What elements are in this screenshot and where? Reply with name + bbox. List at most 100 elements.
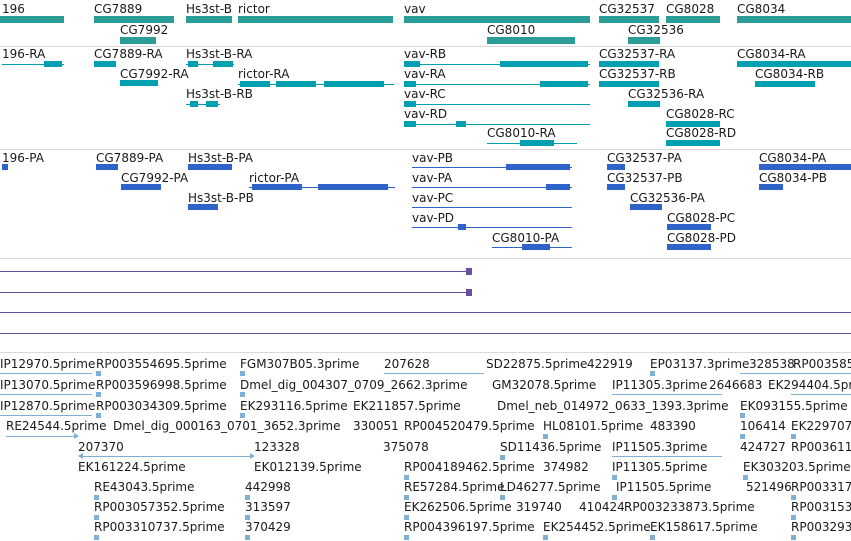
- protein-feature[interactable]: [412, 167, 572, 168]
- transcript-feature[interactable]: [120, 80, 158, 86]
- transcript-feature[interactable]: [666, 140, 720, 146]
- track-line[interactable]: [0, 312, 851, 313]
- transcript-feature[interactable]: [599, 61, 659, 67]
- protein-feature[interactable]: [96, 164, 118, 170]
- gene-feature[interactable]: [186, 16, 232, 23]
- est-feature[interactable]: [245, 515, 250, 520]
- est-feature[interactable]: [612, 456, 722, 457]
- est-feature[interactable]: [543, 434, 548, 439]
- protein-feature[interactable]: [121, 184, 161, 190]
- est-feature[interactable]: [740, 413, 745, 418]
- protein-label: Hs3st-B-PA: [188, 151, 254, 165]
- gene-feature[interactable]: [628, 37, 660, 44]
- protein-feature[interactable]: [412, 227, 572, 228]
- transcript-feature[interactable]: [628, 101, 660, 107]
- protein-feature[interactable]: [188, 204, 218, 210]
- gene-feature[interactable]: [666, 16, 720, 23]
- est-feature[interactable]: [650, 535, 655, 540]
- transcript-feature[interactable]: [404, 124, 590, 125]
- est-feature[interactable]: [650, 371, 655, 376]
- est-feature[interactable]: [0, 415, 92, 416]
- gene-feature[interactable]: [120, 37, 156, 44]
- gene-feature[interactable]: [599, 16, 659, 23]
- est-feature[interactable]: [240, 392, 245, 397]
- exon: [213, 61, 233, 67]
- est-feature[interactable]: [791, 535, 796, 540]
- est-feature[interactable]: [612, 495, 617, 500]
- protein-feature[interactable]: [412, 187, 572, 188]
- est-feature[interactable]: [96, 392, 101, 397]
- track-line[interactable]: [0, 271, 470, 272]
- protein-feature[interactable]: [607, 164, 625, 170]
- transcript-feature[interactable]: [666, 121, 720, 127]
- transcript-feature[interactable]: [404, 64, 590, 65]
- est-feature[interactable]: [791, 434, 796, 439]
- est-feature[interactable]: [612, 475, 617, 480]
- transcript-feature[interactable]: [755, 81, 815, 87]
- protein-feature[interactable]: [759, 184, 783, 190]
- transcript-label: CG32537-RB: [599, 67, 676, 81]
- gene-feature[interactable]: [0, 16, 64, 23]
- est-feature[interactable]: [6, 436, 76, 437]
- transcript-feature[interactable]: [186, 104, 220, 105]
- transcript-feature[interactable]: [186, 64, 234, 65]
- transcript-feature[interactable]: [238, 84, 394, 85]
- exon: [458, 224, 466, 230]
- est-feature[interactable]: [96, 413, 101, 418]
- protein-feature[interactable]: [607, 184, 625, 190]
- est-label: 123328: [254, 440, 300, 454]
- est-feature[interactable]: [791, 394, 851, 395]
- est-feature[interactable]: [384, 373, 484, 374]
- protein-feature[interactable]: [759, 164, 851, 170]
- transcript-feature[interactable]: [94, 61, 116, 67]
- est-feature[interactable]: [96, 371, 101, 376]
- protein-feature[interactable]: [630, 204, 662, 210]
- transcript-feature[interactable]: [737, 61, 851, 67]
- est-feature[interactable]: [0, 373, 92, 374]
- est-feature[interactable]: [791, 495, 796, 500]
- transcript-feature[interactable]: [599, 81, 659, 87]
- est-feature[interactable]: [404, 495, 409, 500]
- protein-feature[interactable]: [412, 207, 572, 208]
- gene-feature[interactable]: [404, 16, 590, 23]
- gene-feature[interactable]: [737, 16, 851, 23]
- transcript-label: Hs3st-B-RA: [186, 47, 253, 61]
- gene-feature[interactable]: [94, 16, 174, 23]
- protein-feature[interactable]: [2, 164, 8, 170]
- est-label: Dmel_dig_000163_0701_3652.3prime: [113, 419, 341, 433]
- est-feature[interactable]: [740, 373, 851, 374]
- est-feature[interactable]: [0, 394, 92, 395]
- est-feature[interactable]: [500, 495, 505, 500]
- track-line[interactable]: [0, 292, 470, 293]
- est-feature[interactable]: [245, 535, 250, 540]
- protein-feature[interactable]: [667, 224, 711, 230]
- gene-feature[interactable]: [238, 16, 393, 23]
- est-feature[interactable]: [791, 515, 796, 520]
- track-line[interactable]: [0, 333, 851, 334]
- transcript-feature[interactable]: [404, 104, 590, 105]
- track-separator: [0, 258, 851, 259]
- protein-feature[interactable]: [188, 164, 232, 170]
- protein-feature[interactable]: [667, 244, 711, 250]
- est-feature[interactable]: [404, 515, 409, 520]
- transcript-label: CG8028-RC: [666, 107, 735, 121]
- est-feature[interactable]: [94, 515, 99, 520]
- est-feature[interactable]: [612, 394, 722, 395]
- est-feature[interactable]: [245, 495, 250, 500]
- transcript-feature[interactable]: [404, 84, 590, 85]
- est-feature[interactable]: [404, 535, 409, 540]
- est-feature[interactable]: [94, 535, 99, 540]
- est-feature[interactable]: [500, 455, 505, 460]
- est-feature[interactable]: [240, 371, 245, 376]
- est-feature[interactable]: [80, 456, 252, 457]
- est-feature[interactable]: [240, 413, 245, 418]
- est-feature[interactable]: [740, 434, 745, 439]
- est-feature[interactable]: [404, 475, 409, 480]
- transcript-feature[interactable]: [2, 64, 64, 65]
- est-feature[interactable]: [543, 535, 548, 540]
- est-feature[interactable]: [94, 495, 99, 500]
- protein-label: CG7889-PA: [96, 151, 164, 165]
- est-feature[interactable]: [743, 475, 748, 480]
- gene-feature[interactable]: [487, 37, 575, 44]
- gene-label: CG7889: [94, 2, 143, 16]
